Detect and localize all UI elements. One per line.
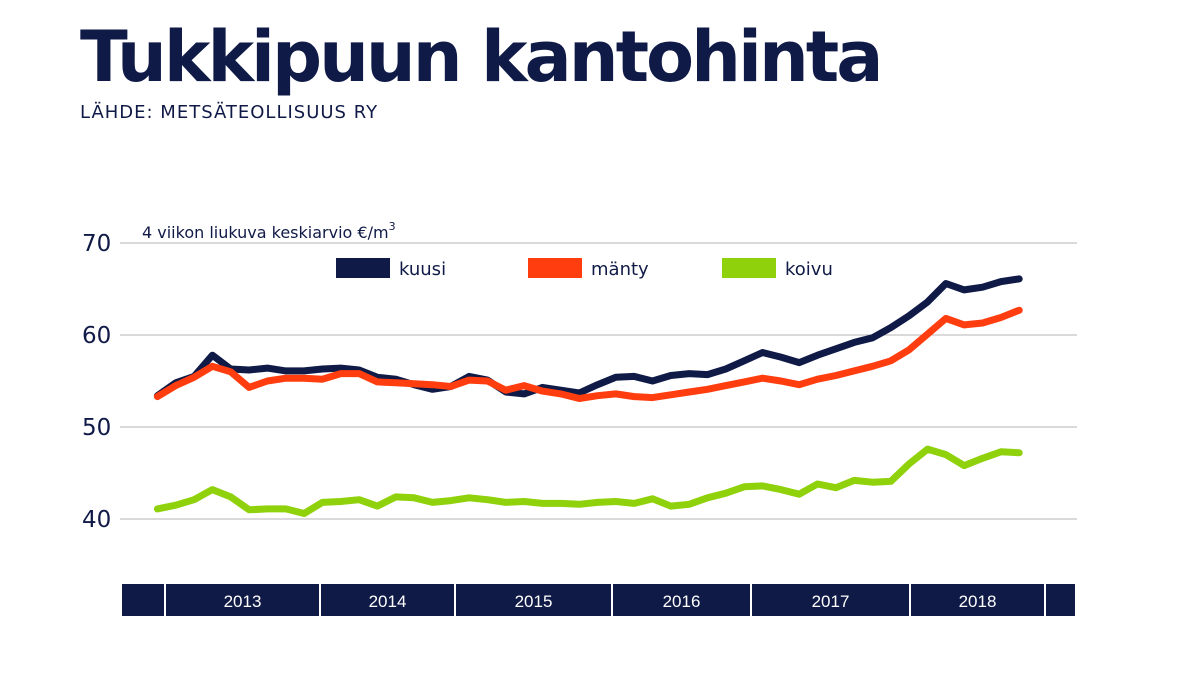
y-axis-unit-superscript: 3: [389, 220, 396, 233]
year-label-2017: 2017: [812, 592, 850, 611]
year-label-2013: 2013: [224, 592, 262, 611]
y-tick-label-40: 40: [82, 507, 111, 533]
series-lines: [153, 275, 1023, 517]
year-bar-background: [122, 584, 1075, 616]
grid-lines: [120, 242, 1077, 520]
year-label-2015: 2015: [515, 592, 553, 611]
legend-label-mänty: mänty: [591, 259, 649, 280]
series-line-koivu: [153, 445, 1023, 517]
legend-label-kuusi: kuusi: [399, 259, 446, 280]
y-tick-label-70: 70: [82, 231, 111, 257]
year-separator-6: [1044, 584, 1046, 616]
y-tick-label-50: 50: [82, 415, 111, 441]
series-line-kuusi: [153, 275, 1023, 400]
year-separator-5: [909, 584, 911, 616]
page-title: Tukkipuun kantohinta: [80, 16, 884, 98]
y-axis-unit-text: 4 viikon liukuva keskiarvio €/m: [142, 223, 389, 242]
legend-swatch-mänty: [528, 258, 582, 278]
year-label-2014: 2014: [369, 592, 407, 611]
source-subtitle: LÄHDE: METSÄTEOLLISUUS RY: [80, 102, 379, 123]
legend-label-koivu: koivu: [785, 259, 833, 280]
year-separator-3: [611, 584, 613, 616]
year-label-2018: 2018: [959, 592, 997, 611]
y-axis-unit-label: 4 viikon liukuva keskiarvio €/m3: [142, 220, 396, 242]
legend-swatch-kuusi: [336, 258, 390, 278]
series-line-mänty: [153, 306, 1023, 402]
year-separator-4: [750, 584, 752, 616]
legend-swatch-koivu: [722, 258, 776, 278]
legend: kuusi mänty koivu: [336, 258, 833, 280]
y-tick-label-60: 60: [82, 323, 111, 349]
year-separator-1: [319, 584, 321, 616]
year-separator-2: [454, 584, 456, 616]
y-axis-ticks: 40 50 60 70: [82, 231, 111, 533]
year-axis-bar: 2013 2014 2015 2016 2017 2018: [122, 584, 1075, 616]
year-separator-0: [164, 584, 166, 616]
year-label-2016: 2016: [663, 592, 701, 611]
